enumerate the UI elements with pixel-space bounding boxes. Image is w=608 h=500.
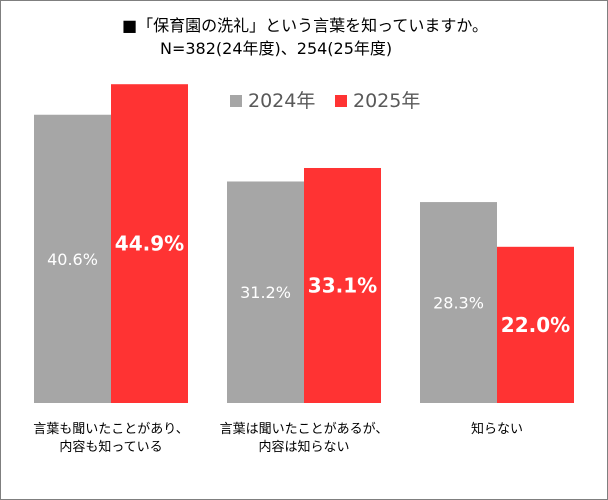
category-label-2-line-2: 内容は知らない [258,439,349,455]
bar-2024年-1 [34,114,111,404]
legend-label-2025: 2025年 [353,90,420,112]
bars [34,84,574,404]
data-label-2024年-3: 28.3% [433,294,484,313]
data-label-2024年-1: 40.6% [47,250,98,269]
chart-title-line-2: N=382(24年度)、254(25年度) [160,39,392,58]
data-label-2024年-2: 31.2% [240,283,291,302]
category-label-1-line-2: 内容も知っている [59,439,162,455]
data-label-2025年-2: 33.1% [308,273,377,297]
bar-2024年-3 [420,202,497,403]
bar-2025年-3 [497,246,574,403]
legend-label-2024: 2024年 [248,90,315,112]
bar-2025年-1 [111,84,188,404]
category-label-2-line-1: 言葉は聞いたことがあるが、 [220,422,389,437]
chart-title-line-1: ■「保育園の洗礼」という言葉を知っていますか。 [122,16,488,35]
bar-2025年-2 [304,167,381,403]
category-labels: 言葉も聞いたことがあり、内容も知っている 言葉は聞いたことがあるが、内容は知らない… [33,421,523,455]
data-label-2025年-3: 22.0% [501,313,570,337]
value-labels: 40.6% 44.9% 31.2% 33.1% 28.3% 22.0% [47,232,570,337]
legend: 2024年 2025年 [230,90,420,112]
data-label-2025年-1: 44.9% [115,232,184,256]
category-label-3-line-1: 知らない [471,421,523,437]
legend-swatch-2025 [335,95,347,107]
legend-swatch-2024 [230,95,242,107]
bar-2024年-2 [227,181,304,403]
category-label-1-line-1: 言葉も聞いたことがあり、 [33,422,188,437]
